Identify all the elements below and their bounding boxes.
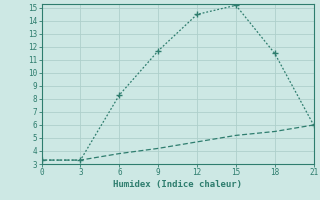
- X-axis label: Humidex (Indice chaleur): Humidex (Indice chaleur): [113, 180, 242, 189]
